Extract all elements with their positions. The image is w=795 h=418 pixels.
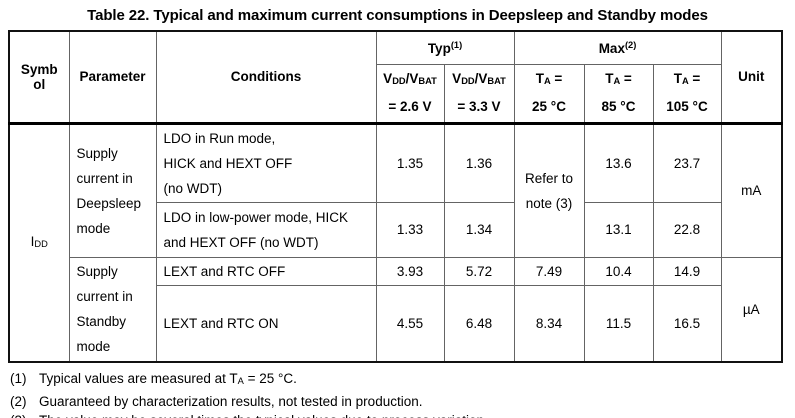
- voltage-value: = 2.6 V: [388, 99, 432, 114]
- header-row-groups: Symb ol Parameter Conditions Typ(1) Max(…: [8, 30, 783, 124]
- conditions-ldo-run: LDO in Run mode, HICK and HEXT OFF (no W…: [155, 121, 377, 203]
- value-typ33-r2: 1.34: [443, 201, 515, 258]
- col-header-symbol: Symb ol: [8, 30, 70, 124]
- max-footnote-ref: (2): [624, 39, 637, 50]
- footnote-2: (2) Guaranteed by characterization resul…: [10, 392, 795, 412]
- table-row: Supply current in Standby mode LEXT and …: [9, 256, 783, 363]
- footnote-text: Typical values are measured at TA = 25 °…: [39, 371, 297, 386]
- col-header-vdd-2v6: VDD/VBAT = 2.6 V: [375, 63, 445, 124]
- vdd-vbat-label: VDD/VBAT: [383, 71, 437, 86]
- col-header-vdd-3v3: VDD/VBAT = 3.3 V: [443, 63, 515, 124]
- value-max85-r2: 13.1: [583, 201, 654, 258]
- col-header-ta-105: TA = 105 °C: [652, 63, 722, 124]
- conditions-ldo-lowpower: LDO in low-power mode, HICK and HEXT OFF…: [155, 201, 377, 258]
- footnote-text: Guaranteed by characterization results, …: [39, 393, 423, 409]
- voltage-value: = 3.3 V: [457, 99, 501, 114]
- table-title: Table 22. Typical and maximum current co…: [87, 7, 708, 24]
- value-max25-r4: 8.34: [513, 284, 585, 363]
- vdd-vbat-label: VDD/VBAT: [452, 71, 506, 86]
- header-row-subcolumns: VDD/VBAT = 2.6 V VDD/VBAT = 3.3 V TA = 2…: [9, 63, 782, 124]
- value-max25-refer-note: Refer to note (3): [513, 121, 585, 258]
- value-max105-r1: 23.7: [652, 121, 722, 203]
- temperature-value: 105 °C: [666, 99, 708, 114]
- footnote-number: (2): [10, 393, 27, 409]
- value-max85-r3: 10.4: [583, 256, 654, 286]
- table-row: IDD Supply current in Deepsleep mode LDO…: [8, 121, 783, 363]
- footnotes: (1) Typical values are measured at TA = …: [10, 369, 795, 418]
- col-group-typ: Typ(1): [375, 30, 515, 65]
- ta-label: TA =: [535, 71, 563, 86]
- value-max85-r1: 13.6: [583, 121, 654, 203]
- temperature-value: 25 °C: [532, 99, 566, 114]
- value-typ26-r2: 1.33: [375, 201, 445, 258]
- conditions-lext-rtc-on: LEXT and RTC ON: [155, 284, 377, 363]
- col-header-unit: Unit: [720, 30, 783, 124]
- value-typ33-r3: 5.72: [443, 256, 515, 286]
- conditions-lext-rtc-off: LEXT and RTC OFF: [155, 256, 377, 286]
- footnote-text: The value may be several times the typic…: [39, 411, 488, 418]
- footnote-number: (1): [10, 371, 27, 386]
- col-header-conditions: Conditions: [155, 30, 377, 124]
- parameter-standby: Supply current in Standby mode: [68, 256, 157, 363]
- value-max85-r4: 11.5: [583, 284, 654, 363]
- col-group-max: Max(2): [513, 30, 722, 65]
- footnote-3: (3) The value may be several times the t…: [10, 411, 795, 418]
- table-body: IDD Supply current in Deepsleep mode LDO…: [8, 121, 783, 363]
- symbol-idd: IDD: [8, 121, 70, 363]
- typ-label: Typ: [427, 40, 451, 56]
- unit-ua: µA: [720, 256, 783, 363]
- col-header-parameter: Parameter: [68, 30, 157, 124]
- value-typ26-r1: 1.35: [375, 121, 445, 203]
- max-label: Max: [598, 40, 625, 56]
- col-header-ta-85: TA = 85 °C: [583, 63, 654, 124]
- table-row: LEXT and RTC ON 4.55 6.48 8.34 11.5 16.5: [9, 284, 782, 363]
- value-max25-r3: 7.49: [513, 256, 585, 286]
- value-typ26-r3: 3.93: [375, 256, 445, 286]
- value-typ33-r1: 1.36: [443, 121, 515, 203]
- typ-footnote-ref: (1): [450, 39, 463, 50]
- unit-ma: mA: [720, 121, 783, 258]
- value-max105-r2: 22.8: [652, 201, 722, 258]
- current-consumption-table: Symb ol Parameter Conditions Typ(1) Max(…: [8, 30, 784, 363]
- footnote-1: (1) Typical values are measured at TA = …: [10, 369, 795, 392]
- value-max105-r4: 16.5: [652, 284, 722, 363]
- parameter-deepsleep: Supply current in Deepsleep mode: [68, 121, 157, 258]
- temperature-value: 85 °C: [601, 99, 636, 114]
- table-row: LDO in low-power mode, HICK and HEXT OFF…: [9, 201, 782, 258]
- col-header-ta-25: TA = 25 °C: [513, 63, 585, 124]
- ta-label: TA =: [673, 71, 701, 86]
- ta-label: TA =: [605, 71, 632, 86]
- footnote-number: (3): [10, 411, 39, 418]
- value-typ33-r4: 6.48: [443, 284, 515, 363]
- value-max105-r3: 14.9: [652, 256, 722, 286]
- table-header: Symb ol Parameter Conditions Typ(1) Max(…: [8, 30, 783, 124]
- value-typ26-r4: 4.55: [375, 284, 445, 363]
